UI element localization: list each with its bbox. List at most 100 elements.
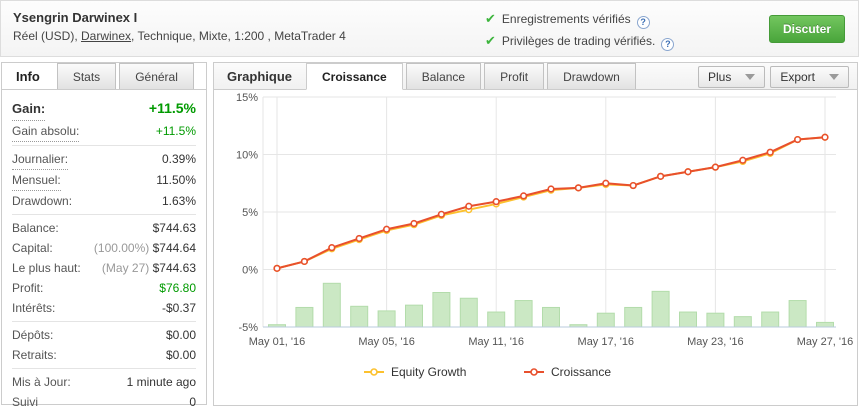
y-axis-tick-label: 5% [242, 207, 258, 219]
stat-label: Suivi [12, 395, 39, 409]
stat-value-number: -$0.37 [161, 301, 196, 315]
marker-croissance [410, 219, 418, 228]
stat-label: Le plus haut: [12, 261, 81, 275]
chart-bar [651, 290, 670, 328]
legend-item-equity-growth[interactable]: Equity Growth [364, 365, 466, 379]
stat-value: +11.5% [156, 121, 196, 141]
marker-croissance [629, 181, 637, 190]
chart-header-bar: Graphique Croissance Balance Profit Drawdow… [214, 63, 857, 90]
help-icon[interactable]: ? [636, 16, 650, 29]
marker-croissance [739, 156, 747, 164]
verification-list: ✔ Enregistrements vérifiés? ✔ Privilèges de… [485, 8, 675, 52]
export-button[interactable]: Export [770, 66, 849, 88]
chart-bar [788, 300, 807, 328]
stat-row-capital: Capital: (100.00%) $744.64 [12, 238, 196, 258]
stat-value: (100.00%) $744.64 [94, 238, 196, 258]
discuss-button[interactable]: Discuter [768, 15, 845, 43]
button-label: Export [780, 70, 815, 84]
y-axis-tick-label: 0% [242, 265, 258, 277]
stat-value-number: 0 [189, 395, 196, 409]
tab-drawdown[interactable]: Drawdown [547, 63, 636, 89]
stat-value-number: +11.5% [148, 100, 196, 116]
tab-croissance[interactable]: Croissance [306, 63, 403, 90]
check-icon: ✔ [485, 33, 496, 48]
legend-marker [370, 368, 378, 376]
stat-value: 11.50% [156, 170, 196, 190]
verification-label: Enregistrements vérifiés [501, 12, 631, 26]
chart-bar [405, 304, 423, 328]
stat-row-retraits: Retraits: $0.00 [12, 345, 196, 365]
x-axis-tick-label: May 01, '16 [249, 336, 306, 348]
chart-header-buttons: Plus Export [697, 66, 849, 88]
tab-info[interactable]: Info [2, 63, 54, 89]
chart-bar [706, 312, 725, 328]
marker-croissance [437, 210, 445, 218]
marker-croissance [328, 244, 336, 252]
chevron-down-icon [745, 74, 756, 80]
stat-row-drawdown: Drawdown: 1.63% [12, 191, 196, 211]
stat-value-number: 1 minute ago [126, 375, 196, 389]
stat-value-number: +11.5% [155, 124, 196, 138]
stat-value: 0.39% [162, 149, 196, 169]
plus-button[interactable]: Plus [697, 66, 766, 88]
marker-croissance [821, 133, 829, 141]
tab-g-n-ral[interactable]: Général [119, 63, 194, 89]
info-panel: Info Stats Général Gain: +11.5% Gain absolu:… [1, 62, 207, 409]
y-axis-tick-label: -5% [238, 322, 258, 334]
chart-panel: Graphique Croissance Balance Profit Drawdow… [213, 62, 858, 406]
divider [12, 368, 196, 369]
stat-label: Mis à Jour: [12, 375, 71, 389]
stat-label: Profit: [12, 281, 44, 295]
divider [12, 214, 196, 215]
chart-panel-title: Graphique [227, 69, 293, 84]
marker-croissance [300, 257, 308, 266]
stat-value-number: 0.39% [161, 152, 196, 166]
x-axis-tick-label: May 27, '16 [797, 336, 854, 348]
legend-item-croissance[interactable]: Croissance [524, 365, 611, 379]
verification-label: Privilèges de trading vérifiés. [501, 34, 656, 48]
tab-profit[interactable]: Profit [484, 63, 545, 89]
chart-bar [487, 311, 506, 328]
stat-value-number: $76.80 [159, 281, 196, 295]
stat-value-note: (100.00%) [93, 241, 153, 255]
chart-bar [514, 300, 533, 328]
stat-row-le-plus-haut: Le plus haut: (May 27) $744.63 [12, 258, 196, 278]
darwinex-link[interactable]: Darwinex [81, 29, 132, 43]
marker-croissance [355, 234, 363, 243]
account-subtitle: Réel (USD), Darwinex, Technique, Mixte, … [13, 29, 346, 43]
marker-croissance [465, 202, 473, 210]
chart-bar [624, 306, 643, 328]
stat-value: +11.5% [149, 97, 196, 120]
stat-label: Dépôts: [12, 328, 54, 342]
stat-value-number: 1.63% [161, 194, 196, 208]
stat-row-mis-jour: Mis à Jour: 1 minute ago [12, 372, 196, 392]
account-title: Ysengrin Darwinex I [13, 10, 138, 25]
chart-bar [733, 316, 752, 328]
stat-row-profit: Profit: $76.80 [12, 278, 196, 298]
account-type-text: Réel (USD), [13, 29, 82, 43]
stat-value: $0.00 [166, 325, 196, 345]
verification-item: ✔ Enregistrements vérifiés? [485, 8, 674, 30]
chart-bar [459, 297, 478, 328]
stat-row-gain: Gain: +11.5% [12, 97, 196, 121]
stat-row-journalier: Journalier: 0.39% [12, 149, 196, 170]
x-axis-tick-label: May 17, '16 [578, 336, 635, 348]
marker-croissance [574, 184, 583, 192]
x-axis-tick-label: May 05, '16 [358, 336, 415, 348]
chart-bar [542, 306, 560, 328]
marker-croissance [711, 163, 720, 171]
help-icon[interactable]: ? [661, 38, 675, 51]
legend-label: Equity Growth [391, 365, 466, 379]
stat-value-number: $0.00 [165, 348, 196, 362]
divider [12, 145, 196, 146]
stat-value: $744.63 [153, 218, 196, 238]
x-axis-tick-label: May 11, '16 [468, 336, 524, 348]
tab-stats[interactable]: Stats [56, 63, 117, 89]
chart-bar [679, 311, 697, 328]
chart-bar [761, 311, 780, 328]
tab-balance[interactable]: Balance [405, 63, 482, 89]
stat-row-gain-absolu: Gain absolu: +11.5% [12, 121, 196, 142]
marker-croissance [547, 185, 555, 193]
stat-row-int-r-ts: Intérêts: -$0.37 [12, 298, 196, 318]
stat-label: Capital: [12, 241, 53, 255]
